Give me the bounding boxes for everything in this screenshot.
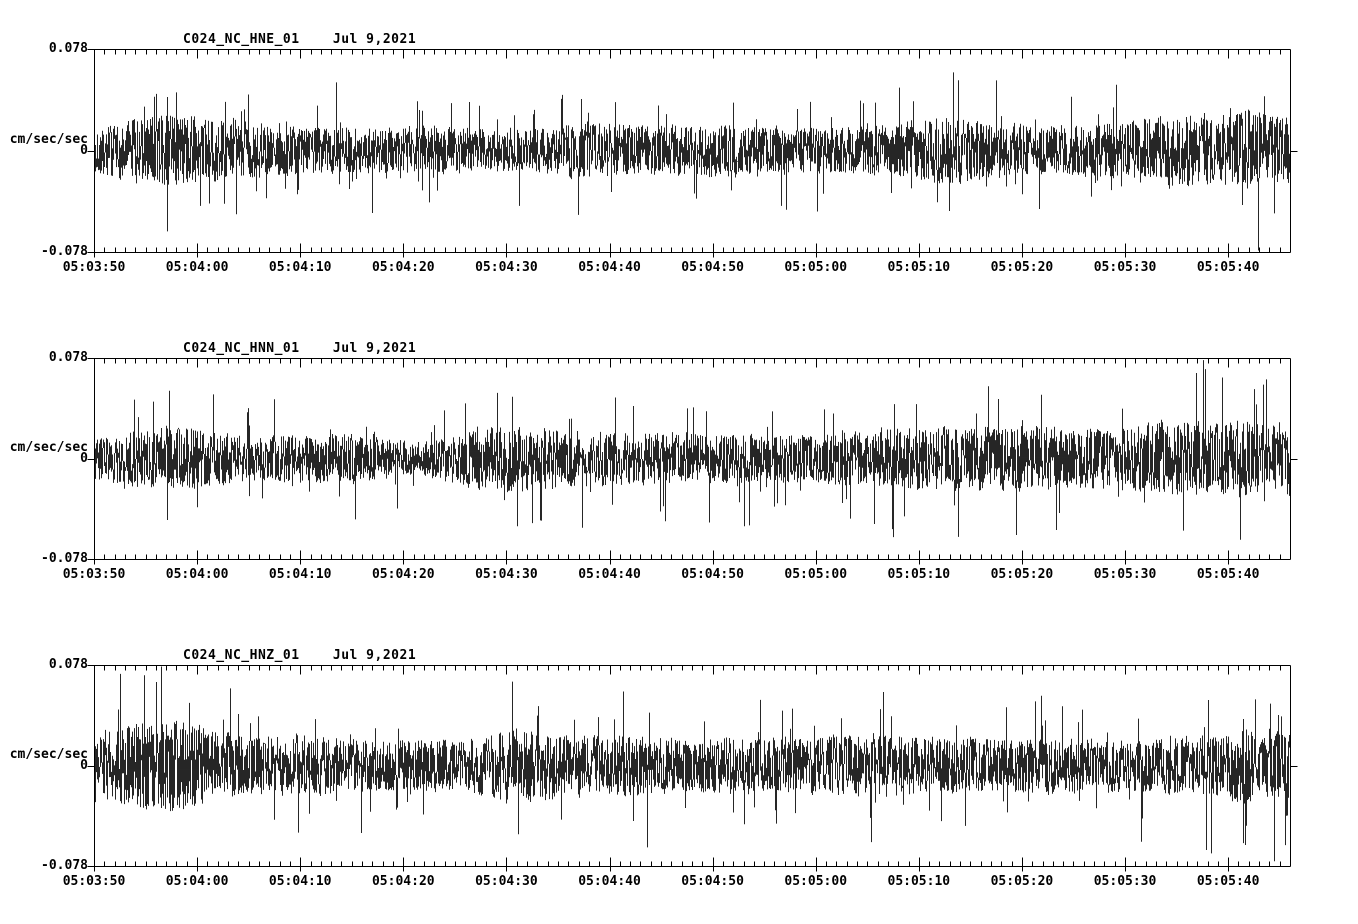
x-tick-label: 05:04:20 bbox=[371, 567, 435, 582]
x-tick-label: 05:04:00 bbox=[165, 260, 229, 275]
panel-title-hne: C024_NC_HNE_01 Jul 9,2021 bbox=[183, 32, 417, 47]
x-tick-label: 05:04:30 bbox=[475, 874, 538, 889]
x-tick-label: 05:05:40 bbox=[1196, 260, 1260, 275]
x-tick-label: 05:04:00 bbox=[165, 567, 229, 582]
x-tick-label: 05:04:50 bbox=[681, 567, 744, 582]
x-tick-label: 05:04:40 bbox=[578, 567, 641, 582]
x-tick-label: 05:04:00 bbox=[165, 874, 229, 889]
plot-area-hnn bbox=[87, 357, 1298, 565]
x-tick-label: 05:05:30 bbox=[1093, 567, 1157, 582]
y-tick-bottom-hnn: -0.078 bbox=[41, 551, 88, 566]
panel-title-hnn: C024_NC_HNN_01 Jul 9,2021 bbox=[183, 341, 417, 356]
x-tick-label: 05:05:40 bbox=[1196, 874, 1260, 889]
x-tick-label: 05:05:30 bbox=[1093, 874, 1157, 889]
x-tick-label: 05:03:50 bbox=[62, 567, 126, 582]
x-tick-label: 05:04:30 bbox=[475, 260, 538, 275]
x-tick-label: 05:04:30 bbox=[475, 567, 538, 582]
y-tick-top-hnn: 0.078 bbox=[48, 350, 88, 365]
x-tick-label: 05:04:10 bbox=[268, 874, 332, 889]
y-axis-units-label-hnn: cm/sec/sec bbox=[9, 439, 88, 455]
plot-area-hnz bbox=[87, 664, 1298, 872]
x-tick-label: 05:04:20 bbox=[371, 260, 435, 275]
y-axis-units-label-hne: cm/sec/sec bbox=[9, 131, 88, 147]
x-tick-label: 05:05:00 bbox=[784, 260, 848, 275]
x-tick-label: 05:04:40 bbox=[578, 874, 641, 889]
x-tick-label: 05:05:40 bbox=[1196, 567, 1260, 582]
x-tick-label: 05:04:20 bbox=[371, 874, 435, 889]
x-tick-label: 05:05:30 bbox=[1093, 260, 1157, 275]
x-tick-label: 05:04:10 bbox=[268, 567, 332, 582]
plot-area-hne bbox=[87, 48, 1298, 258]
x-tick-label: 05:05:20 bbox=[990, 260, 1054, 275]
y-tick-bottom-hne: -0.078 bbox=[41, 244, 88, 259]
x-tick-label: 05:04:50 bbox=[681, 874, 744, 889]
x-tick-label: 05:03:50 bbox=[62, 874, 126, 889]
x-tick-label: 05:05:10 bbox=[887, 567, 951, 582]
panel-title-hnz: C024_NC_HNZ_01 Jul 9,2021 bbox=[183, 648, 417, 663]
x-tick-label: 05:05:10 bbox=[887, 260, 951, 275]
y-tick-bottom-hnz: -0.078 bbox=[41, 858, 88, 873]
x-tick-label: 05:04:50 bbox=[681, 260, 744, 275]
x-tick-label: 05:05:00 bbox=[784, 874, 848, 889]
x-tick-label: 05:05:20 bbox=[990, 567, 1054, 582]
y-tick-top-hnz: 0.078 bbox=[48, 657, 88, 672]
x-tick-label: 05:04:10 bbox=[268, 260, 332, 275]
x-tick-label: 05:05:20 bbox=[990, 874, 1054, 889]
x-tick-label: 05:05:10 bbox=[887, 874, 951, 889]
x-tick-label: 05:03:50 bbox=[62, 260, 126, 275]
y-tick-zero-hnn: 0 bbox=[80, 450, 88, 466]
x-tick-label: 05:04:40 bbox=[578, 260, 641, 275]
y-tick-top-hne: 0.078 bbox=[48, 41, 88, 56]
y-axis-units-label-hnz: cm/sec/sec bbox=[9, 746, 88, 762]
y-tick-zero-hnz: 0 bbox=[80, 757, 88, 773]
y-tick-zero-hne: 0 bbox=[80, 142, 88, 158]
x-tick-label: 05:05:00 bbox=[784, 567, 848, 582]
